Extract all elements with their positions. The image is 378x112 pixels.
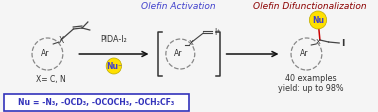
- Text: X: X: [58, 36, 64, 44]
- Circle shape: [106, 58, 122, 74]
- Text: Nu: Nu: [312, 15, 324, 25]
- Text: I⁺: I⁺: [214, 28, 220, 37]
- Text: PIDA-I₂: PIDA-I₂: [101, 35, 127, 44]
- Text: X: X: [189, 40, 193, 46]
- Text: Olefin Difunctionalization: Olefin Difunctionalization: [254, 2, 367, 11]
- Circle shape: [309, 11, 327, 29]
- Text: Nu⁻: Nu⁻: [106, 61, 122, 70]
- Text: Ar: Ar: [300, 48, 309, 57]
- Text: X= C, N: X= C, N: [36, 75, 66, 84]
- Text: Ar: Ar: [174, 48, 183, 57]
- Text: X: X: [316, 39, 321, 45]
- Text: Nu = -N₃, -OCD₃, -OCOCH₃, -OCH₂CF₃: Nu = -N₃, -OCD₃, -OCOCH₃, -OCH₂CF₃: [19, 98, 175, 107]
- Text: Ar: Ar: [41, 48, 50, 57]
- Text: 40 examples
yield: up to 98%: 40 examples yield: up to 98%: [279, 74, 344, 93]
- FancyBboxPatch shape: [4, 94, 189, 111]
- Text: Olefin Activation: Olefin Activation: [141, 2, 216, 11]
- Text: I: I: [341, 39, 344, 47]
